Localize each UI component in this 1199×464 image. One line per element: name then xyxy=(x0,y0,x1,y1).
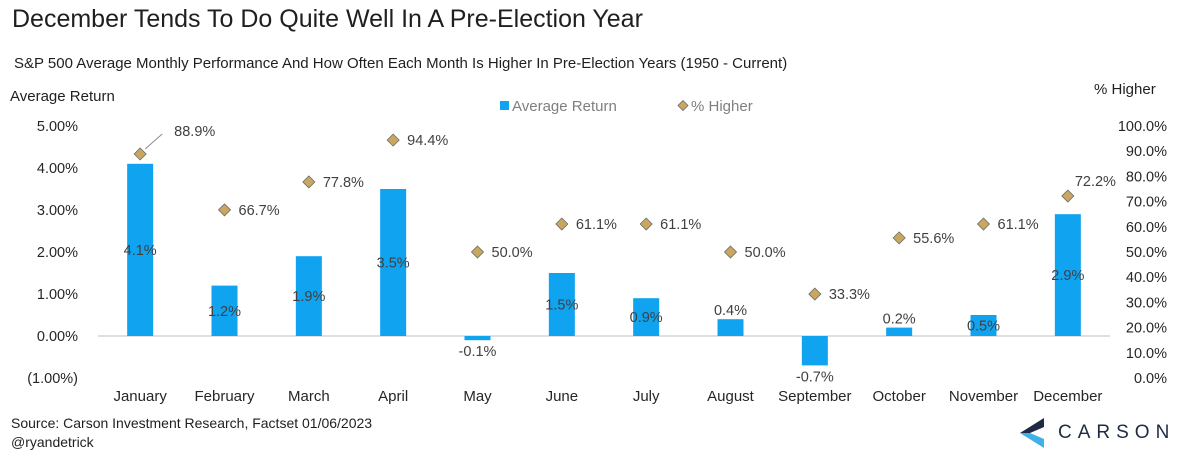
left-tick-label: 4.00% xyxy=(37,161,78,177)
left-tick-label: (1.00%) xyxy=(27,371,78,387)
pct-higher-marker xyxy=(555,217,569,231)
pct-higher-marker xyxy=(976,217,991,231)
right-tick-label: 60.0% xyxy=(1126,220,1167,236)
category-label: March xyxy=(288,388,330,405)
chart-subtitle: S&P 500 Average Monthly Performance And … xyxy=(14,55,788,72)
bar-average-return xyxy=(548,273,575,336)
bar-average-return xyxy=(1054,214,1081,336)
right-tick-label: 100.0% xyxy=(1118,119,1167,135)
pct-higher-marker xyxy=(892,231,906,245)
bar-data-label: -0.7% xyxy=(796,369,834,385)
category-label: September xyxy=(778,388,851,405)
pct-higher-data-label: 55.6% xyxy=(913,231,954,247)
pct-higher-marker xyxy=(133,147,147,161)
right-tick-label: 90.0% xyxy=(1126,144,1167,160)
bar-average-return xyxy=(633,298,660,336)
bar-average-return xyxy=(801,336,828,366)
brand-wordmark: CARSON xyxy=(1058,422,1176,443)
right-axis-title: % Higher xyxy=(1094,81,1156,98)
right-tick-label: 30.0% xyxy=(1126,295,1167,311)
legend-swatch-pct-higher xyxy=(677,99,689,112)
right-tick-label: 50.0% xyxy=(1126,245,1167,261)
pct-higher-data-label: 77.8% xyxy=(323,175,364,191)
category-label: October xyxy=(872,388,925,405)
category-label: December xyxy=(1033,388,1102,405)
pct-higher-data-label: 66.7% xyxy=(239,203,280,219)
bar-data-label: 0.5% xyxy=(967,319,1000,335)
right-tick-label: 80.0% xyxy=(1126,169,1167,185)
bar-average-return xyxy=(717,319,744,336)
left-axis-title: Average Return xyxy=(10,88,115,105)
pct-higher-data-label: 50.0% xyxy=(745,245,786,261)
bar-data-label: 2.9% xyxy=(1051,268,1084,284)
pct-higher-data-label: 50.0% xyxy=(492,245,533,261)
callout-leader-line xyxy=(144,133,163,150)
bar-average-return xyxy=(970,315,997,336)
bar-data-label: 1.2% xyxy=(208,304,241,320)
pct-higher-marker xyxy=(808,287,822,301)
pct-higher-marker xyxy=(639,217,653,231)
legend-swatch-average-return xyxy=(500,101,509,110)
bar-data-label: 1.9% xyxy=(292,289,325,305)
bar-average-return xyxy=(380,189,407,336)
bar-data-label: 4.1% xyxy=(124,243,157,259)
right-tick-label: 0.0% xyxy=(1134,371,1167,387)
bar-data-label: 0.2% xyxy=(883,312,916,328)
pct-higher-marker xyxy=(1061,189,1075,203)
legend: Average Return % Higher xyxy=(500,98,753,115)
category-label: May xyxy=(463,388,492,405)
author-handle: @ryandetrick xyxy=(11,434,94,450)
right-tick-label: 10.0% xyxy=(1126,346,1167,362)
carson-logo: CARSON xyxy=(1020,418,1175,448)
chart-title: December Tends To Do Quite Well In A Pre… xyxy=(12,5,643,33)
carson-chevron-icon xyxy=(1020,418,1044,448)
bar-data-label: -0.1% xyxy=(459,344,497,360)
left-tick-label: 2.00% xyxy=(37,245,78,261)
pct-higher-data-label: 33.3% xyxy=(829,287,870,303)
pct-higher-marker xyxy=(723,245,738,259)
pct-higher-data-label: 94.4% xyxy=(407,133,448,149)
bar-data-label: 0.4% xyxy=(714,303,747,319)
bar-data-label: 1.5% xyxy=(545,298,578,314)
category-label: November xyxy=(949,388,1018,405)
pct-higher-data-label: 61.1% xyxy=(576,217,617,233)
bar-average-return xyxy=(464,336,491,341)
category-label: April xyxy=(378,388,408,405)
source-note: Source: Carson Investment Research, Fact… xyxy=(11,415,373,431)
right-tick-label: 70.0% xyxy=(1126,195,1167,211)
bar-data-label: 3.5% xyxy=(377,256,410,272)
pct-higher-marker xyxy=(302,175,316,189)
left-tick-label: 1.00% xyxy=(37,287,78,303)
right-tick-label: 20.0% xyxy=(1126,321,1167,337)
pct-higher-marker xyxy=(217,203,232,217)
pct-higher-data-label: 72.2% xyxy=(1075,174,1116,190)
pct-higher-marker xyxy=(470,245,485,259)
bar-average-return xyxy=(127,163,154,336)
legend-label-average-return: Average Return xyxy=(512,98,617,115)
bar-average-return xyxy=(211,285,238,336)
legend-label-pct-higher: % Higher xyxy=(691,98,753,115)
bar-data-label: 0.9% xyxy=(630,310,663,326)
category-label: August xyxy=(707,388,755,405)
category-label: January xyxy=(113,388,167,405)
right-tick-label: 40.0% xyxy=(1126,270,1167,286)
pct-higher-marker xyxy=(386,133,400,147)
pct-higher-data-label: 61.1% xyxy=(998,217,1039,233)
left-tick-label: 5.00% xyxy=(37,119,78,135)
pct-higher-data-label: 61.1% xyxy=(660,217,701,233)
left-tick-label: 3.00% xyxy=(37,203,78,219)
left-tick-label: 0.00% xyxy=(37,329,78,345)
bar-average-return xyxy=(295,256,322,336)
bar-average-return xyxy=(886,327,913,336)
category-label: June xyxy=(546,388,579,405)
category-label: February xyxy=(194,388,255,405)
pct-higher-data-label: 88.9% xyxy=(174,124,215,140)
category-label: July xyxy=(633,388,660,405)
